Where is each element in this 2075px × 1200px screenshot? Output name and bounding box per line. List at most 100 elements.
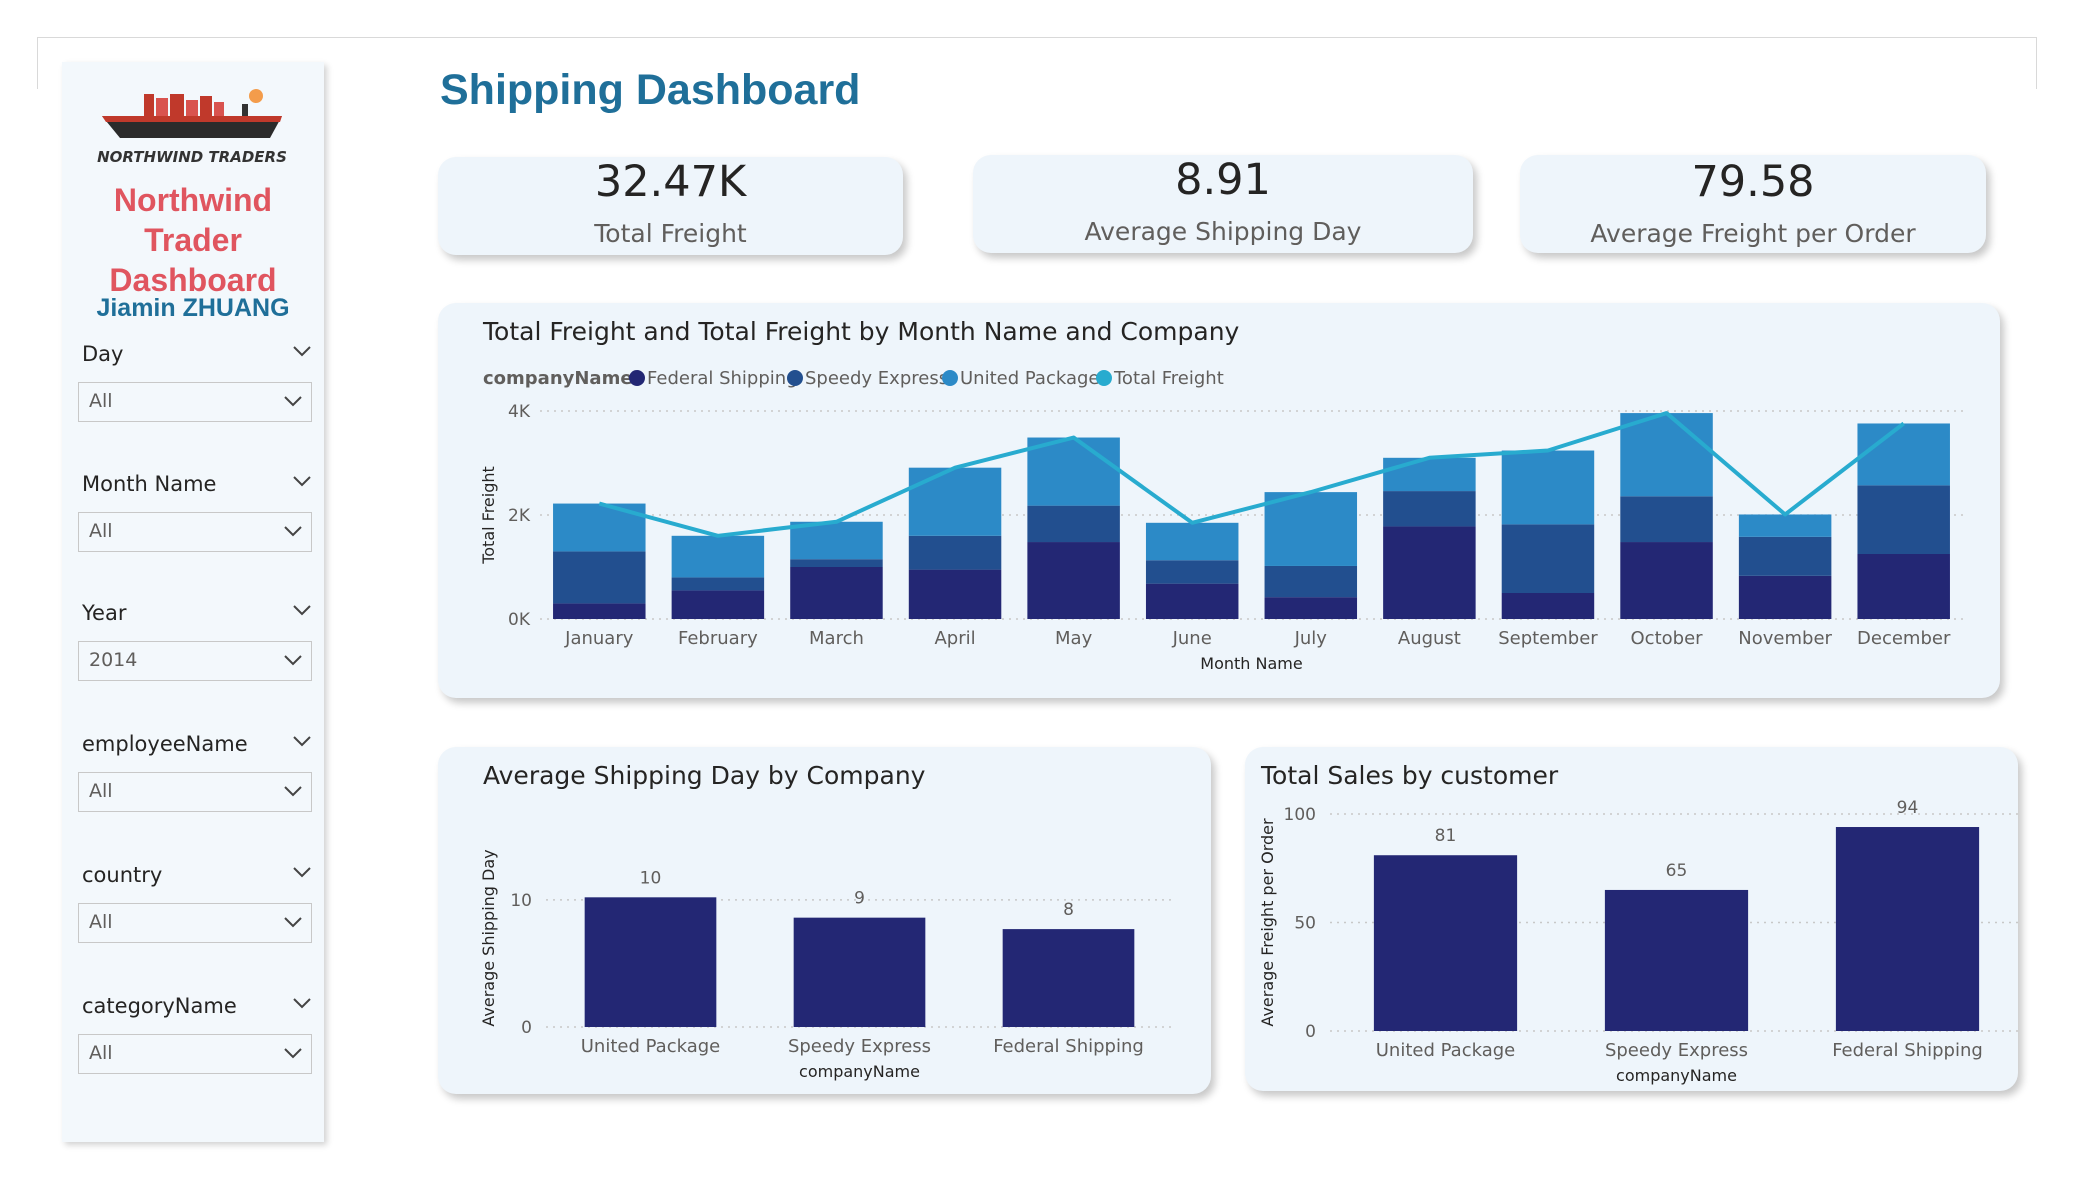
chevron-down-icon[interactable] (292, 474, 312, 488)
y-tick-label: 10 (510, 891, 532, 911)
bar-segment (671, 577, 765, 591)
slicer-value: All (89, 520, 113, 542)
data-label: 9 (854, 889, 865, 909)
bar-segment (908, 467, 1002, 536)
y-tick-label: 4K (508, 402, 531, 422)
northwind-logo: NORTHWIND TRADERS (97, 89, 287, 166)
chevron-down-icon (284, 786, 302, 797)
total-sales-chart: 0 50 100 81 United Package 65 Speedy Express 94… (1258, 798, 2018, 1085)
bar-segment (1264, 492, 1358, 566)
bar-segment (1501, 450, 1595, 525)
slicer-year: Year 2014 (78, 601, 314, 681)
y-axis-title: Total Freight (479, 466, 498, 565)
chart-title: Total Sales by customer (1261, 761, 1559, 790)
chart-card-avg-shipping-day[interactable]: Average Shipping Day by Company 0 10 10 Uni… (438, 747, 1211, 1094)
bar-segment (671, 590, 765, 619)
x-tick-label: December (1857, 628, 1951, 649)
x-tick-label: January (564, 628, 634, 649)
chart-title: Total Freight and Total Freight by Month… (483, 317, 1240, 346)
slicer-label: Year (82, 601, 127, 625)
chart-card-monthly-freight[interactable]: Total Freight and Total Freight by Month… (438, 303, 2000, 698)
x-axis-title: Month Name (1200, 654, 1302, 673)
bar-segment (1383, 491, 1476, 527)
y-tick-label: 0K (508, 610, 531, 630)
legend-marker (942, 370, 958, 386)
bar (584, 897, 717, 1027)
chevron-down-icon[interactable] (292, 734, 312, 748)
y-axis-title: Average Freight per Order (1258, 818, 1277, 1027)
legend-marker (629, 370, 645, 386)
slicer-header: categoryName (78, 994, 314, 1024)
kpi-value: 32.47K (594, 157, 747, 207)
x-tick-label: Speedy Express (788, 1036, 931, 1057)
kpi-value: 8.91 (1175, 155, 1271, 205)
x-tick-label: July (1294, 628, 1328, 649)
brand-title-line: Dashboard (109, 262, 277, 298)
legend-marker (787, 370, 803, 386)
slicer-header: employeeName (78, 732, 314, 762)
x-tick-label: June (1172, 628, 1212, 649)
x-tick-label: United Package (581, 1036, 720, 1057)
y-tick-label: 0 (1305, 1022, 1316, 1042)
chevron-down-icon[interactable] (292, 344, 312, 358)
bar-segment (1738, 575, 1832, 619)
legend-label: Total Freight (1113, 368, 1224, 389)
x-tick-label: United Package (1376, 1040, 1515, 1061)
bar-segment (1145, 583, 1239, 619)
chevron-down-icon[interactable] (292, 996, 312, 1010)
canvas-border-top (37, 37, 2037, 38)
slicer-dropdown[interactable]: All (78, 903, 312, 943)
slicer-label: categoryName (82, 994, 237, 1018)
bar-segment (1857, 485, 1950, 554)
data-label: 65 (1666, 861, 1688, 881)
slicer-dropdown[interactable]: All (78, 1034, 312, 1074)
slicer-dropdown[interactable]: All (78, 382, 312, 422)
kpi-card-average-shipping-day[interactable]: 8.91 Average Shipping Day (973, 155, 1473, 253)
chevron-down-icon[interactable] (292, 603, 312, 617)
bar (1604, 889, 1749, 1031)
slicer-label: Day (82, 342, 124, 366)
kpi-label: Average Freight per Order (1590, 219, 1916, 248)
bar (793, 917, 926, 1027)
bar-segment (1145, 560, 1239, 584)
slicer-label: country (82, 863, 163, 887)
legend-label: Federal Shipping (647, 368, 798, 389)
bar-segment (1501, 524, 1595, 593)
monthly-freight-chart: companyName Federal Shipping Speedy Expres… (479, 368, 1963, 673)
dashboard-brand-title: Northwind Trader Dashboard (62, 180, 324, 300)
bar-segment (553, 603, 646, 619)
chevron-down-icon[interactable] (292, 865, 312, 879)
bar-segment (553, 551, 646, 604)
slicer-dropdown[interactable]: 2014 (78, 641, 312, 681)
chevron-down-icon (284, 917, 302, 928)
bar-segment (1620, 496, 1713, 543)
chart-card-total-sales[interactable]: Total Sales by customer 0 50 100 81 United P… (1245, 747, 2018, 1091)
total-freight-line (598, 411, 1905, 538)
y-tick-label: 50 (1294, 914, 1316, 934)
data-label: 94 (1897, 798, 1919, 818)
canvas-border-left (37, 37, 38, 89)
legend-label: Speedy Express (805, 368, 948, 389)
x-tick-label: May (1055, 628, 1093, 649)
avg-shipping-day-chart: 0 10 10 United Package 9 Speedy Express 8 Feder… (479, 849, 1173, 1081)
slicer-dropdown[interactable]: All (78, 512, 312, 552)
legend-title: companyName (483, 368, 633, 389)
kpi-card-total-freight[interactable]: 32.47K Total Freight (438, 157, 903, 255)
brand-title-line: Northwind (113, 182, 273, 218)
legend-label: United Package (960, 368, 1099, 389)
x-tick-label: February (678, 628, 758, 649)
slicer-dropdown[interactable]: All (78, 772, 312, 812)
kpi-card-average-freight-per-order[interactable]: 79.58 Average Freight per Order (1520, 155, 1986, 253)
y-tick-label: 100 (1284, 805, 1316, 825)
x-axis-title: companyName (1616, 1066, 1737, 1085)
bar-segment (1620, 413, 1713, 497)
bar-segment (1857, 554, 1950, 619)
kpi-label: Average Shipping Day (1084, 217, 1362, 246)
bar-segment (1145, 522, 1239, 561)
kpi-label: Total Freight (594, 219, 747, 248)
y-axis-title: Average Shipping Day (479, 849, 498, 1026)
slicer-value: All (89, 1042, 113, 1064)
brand-title-line: Trader (144, 222, 242, 258)
bar-segment (1501, 593, 1595, 619)
slicer-employee-name: employeeName All (78, 732, 314, 812)
